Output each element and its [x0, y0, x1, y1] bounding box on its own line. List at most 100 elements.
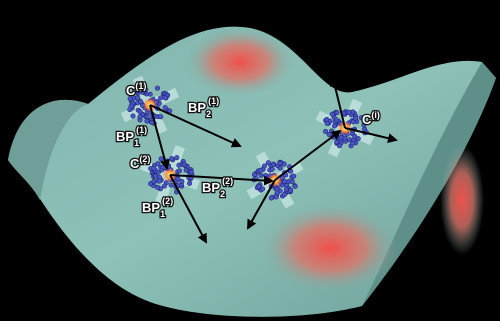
configuration-dot [158, 156, 164, 162]
configuration-dot [291, 173, 297, 179]
label-sub: 2 [220, 189, 225, 199]
configuration-dot [270, 161, 276, 167]
configuration-dot [151, 165, 157, 171]
configuration-dot [128, 103, 134, 109]
configuration-dot [161, 183, 167, 189]
label-sup: (2) [139, 154, 150, 164]
configuration-dot [144, 114, 150, 120]
configuration-dot [144, 118, 150, 124]
energy-minimum [260, 203, 400, 293]
label-base: BP [116, 129, 134, 144]
label-base: BP [202, 180, 220, 195]
configuration-dot [158, 95, 164, 101]
arrow [169, 174, 274, 186]
configuration-dot [251, 172, 257, 178]
configuration-dot [277, 160, 283, 166]
configuration-dot [155, 169, 161, 175]
configuration-dot [334, 110, 340, 116]
configuration-dot [169, 156, 175, 162]
configuration-dot [137, 109, 143, 115]
configuration-dot [143, 87, 149, 93]
configuration-dot [258, 172, 264, 178]
configuration-dot [162, 95, 168, 101]
configuration-dot [176, 168, 182, 174]
configuration-dot [127, 96, 133, 102]
label-base: BP [188, 100, 206, 115]
configuration-dot [269, 166, 275, 172]
energy-minimum [440, 145, 484, 255]
label: C(i) [362, 110, 380, 127]
configuration-dot [130, 113, 136, 119]
label-sub: 2 [206, 109, 211, 119]
configuration-dot [263, 173, 269, 179]
configuration-dot [181, 161, 187, 167]
configuration-dot [352, 115, 358, 121]
configuration-dot [155, 161, 161, 167]
labels: C(1) BP2(1) BP1(1) C(2) BP2(2) BP1(2) C(… [115, 80, 381, 221]
arrow [330, 76, 346, 129]
configuration-dot [174, 155, 180, 161]
configuration-dot [256, 183, 262, 189]
configuration-dot [261, 163, 267, 169]
label-sup: (1) [208, 96, 219, 106]
configuration-dot [155, 184, 161, 190]
arrow [169, 174, 207, 244]
configuration-dot [268, 195, 274, 201]
label-sup: (2) [162, 196, 173, 206]
configuration-dot [324, 120, 330, 126]
label-sub: 1 [160, 209, 165, 219]
configuration-dot [329, 111, 335, 117]
configuration-dot [347, 137, 353, 143]
label: BP1 (1) [116, 125, 147, 148]
configuration-dot [135, 95, 141, 101]
configuration-dot [358, 115, 364, 121]
configuration-dot [350, 140, 356, 146]
label: C(2) [130, 154, 150, 171]
configuration-dot [188, 169, 194, 175]
label: BP2 (2) [202, 176, 233, 199]
configuration-dot [329, 128, 335, 134]
configuration-dot [154, 85, 160, 91]
arrow [149, 104, 170, 170]
label-base: BP [142, 200, 160, 215]
configuration-dot [187, 180, 193, 186]
configuration-dot [352, 133, 358, 139]
configuration-dot [160, 164, 166, 170]
surface-fold [8, 99, 88, 200]
configuration-dot [168, 182, 174, 188]
configuration-dot [158, 114, 164, 120]
label-sup: (1) [135, 81, 146, 91]
configuration-dot [138, 99, 144, 105]
configuration-dot [334, 117, 340, 123]
configuration-dot [346, 109, 352, 115]
arrow [344, 127, 398, 144]
arrow [149, 104, 242, 148]
label-sup: (i) [371, 110, 380, 120]
configuration-dot [288, 187, 294, 193]
configuration-dot [260, 186, 266, 192]
label: C(1) [126, 81, 146, 98]
configuration-dot [361, 122, 367, 128]
configuration-dot [176, 162, 182, 168]
configuration-dot [281, 192, 287, 198]
label-sup: (2) [222, 176, 233, 186]
configuration-dot [337, 143, 343, 149]
configuration-dot [331, 123, 337, 129]
configuration-dot [137, 114, 143, 120]
configuration-dot [334, 139, 340, 145]
energy-minimum [185, 27, 295, 97]
configuration-dot [273, 194, 279, 200]
configuration-dot [156, 178, 162, 184]
configuration-dot [355, 136, 361, 142]
label: BP2 (1) [188, 96, 219, 119]
label-base: C [362, 112, 372, 127]
label-sup: (1) [136, 125, 147, 135]
configuration-dot [292, 183, 298, 189]
configuration-dot [162, 105, 168, 111]
arrow [247, 179, 276, 230]
label-sub: 1 [134, 138, 139, 148]
configuration-dot [179, 179, 185, 185]
configuration-dot [148, 181, 154, 187]
configuration-dot [289, 178, 295, 184]
configuration-dot [274, 190, 280, 196]
